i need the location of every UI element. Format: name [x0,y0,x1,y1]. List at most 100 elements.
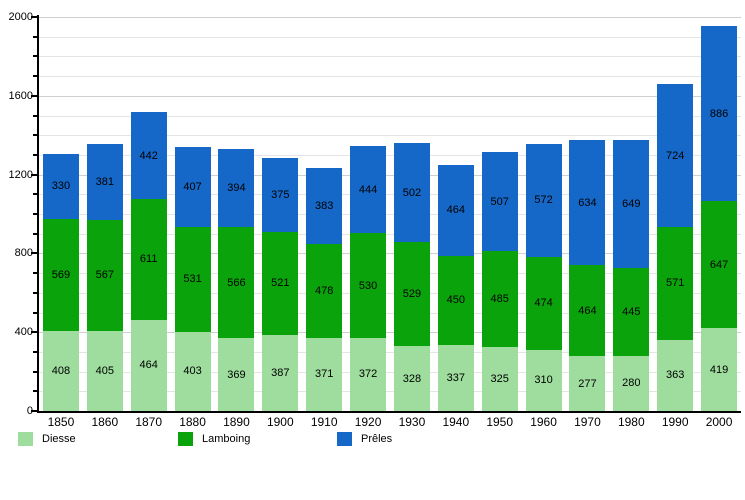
bar-segment-diesse: 325 [481,346,518,411]
bar-segment-prles: 442 [130,112,167,200]
gridline [39,233,741,235]
y-axis-tick [31,410,38,412]
segment-value-label: 310 [534,374,553,387]
x-axis-label: 1930 [398,415,426,429]
bar-segment-lamboing: 611 [130,199,167,320]
bar-segment-diesse: 363 [657,339,694,411]
x-axis-label: 1900 [266,415,294,429]
y-axis-tick [33,232,38,235]
segment-value-label: 405 [95,365,114,378]
bar-segment-diesse: 387 [262,334,299,411]
gridline [39,253,741,255]
y-axis-tick [31,252,38,255]
gridline [39,292,741,294]
y-axis-tick [33,193,38,196]
gridline [39,351,741,353]
segment-value-label: 572 [534,194,553,207]
bar-segment-diesse: 310 [525,349,562,411]
y-axis-label: 1200 [8,168,33,181]
bar-segment-prles: 724 [657,84,694,228]
bar-segment-diesse: 371 [306,337,343,411]
bar-segment-prles: 507 [481,151,518,252]
y-axis-label: 2000 [8,11,33,23]
bar-segment-lamboing: 647 [701,201,738,329]
segment-value-label: 403 [183,365,202,378]
y-axis-tick [33,213,38,215]
segment-value-label: 569 [51,268,71,281]
bar-segment-diesse: 372 [350,337,387,411]
segment-value-label: 442 [139,149,158,162]
bar-segment-lamboing: 567 [86,219,123,332]
bar-segment-lamboing: 464 [569,265,606,357]
bar-segment-diesse: 328 [393,346,430,411]
bar-segment-prles: 394 [218,149,255,227]
gridline [39,135,741,137]
segment-value-label: 383 [315,200,334,213]
bar-segment-prles: 464 [437,164,474,256]
bar-segment-lamboing: 445 [613,268,650,356]
y-axis-tick [33,370,38,373]
segment-value-label: 445 [622,306,641,319]
bar-segment-lamboing: 566 [218,226,255,339]
segment-value-label: 521 [271,277,290,290]
gridline [39,56,741,58]
segment-value-label: 464 [139,359,158,372]
x-axis-label: 1960 [530,415,557,429]
segment-value-label: 507 [490,195,509,208]
bar-segment-diesse: 408 [42,330,79,411]
y-axis-label: 400 [14,326,33,339]
x-axis-label: 1860 [91,415,119,429]
y-axis-label: 1600 [8,89,33,102]
segment-value-label: 566 [227,276,246,289]
y-axis-label: 0 [26,405,33,417]
segment-value-label: 371 [315,368,334,381]
segment-value-label: 530 [358,279,378,292]
x-axis-label: 1870 [135,415,163,429]
bar-segment-prles: 649 [613,140,650,269]
gridline [39,95,741,97]
bar-segment-prles: 407 [174,146,211,228]
segment-value-label: 328 [402,372,422,385]
gridline [39,371,741,373]
bar-segment-lamboing: 571 [657,227,694,340]
bar-segment-lamboing: 530 [350,233,387,338]
y-axis-line [37,15,39,411]
segment-value-label: 330 [51,180,71,193]
bar-segment-diesse: 277 [569,356,606,411]
y-axis-tick [33,311,38,314]
segment-value-label: 474 [534,297,553,310]
x-axis-label: 1980 [617,415,645,429]
x-axis-label: 1890 [223,415,250,429]
segment-value-label: 419 [709,363,729,376]
bar-segment-prles: 375 [262,158,299,233]
y-axis-tick [33,390,38,393]
bar-segment-lamboing: 478 [306,243,343,338]
segment-value-label: 611 [139,253,158,266]
legend-swatch-diesse [18,432,33,446]
bar-segment-diesse: 369 [218,338,255,411]
segment-value-label: 571 [666,277,685,290]
y-axis-tick [33,134,38,137]
gridline [39,36,741,38]
legend: Diesse Lamboing Prêles [0,432,745,452]
legend-item-diesse: Diesse [18,432,76,446]
plot-area: 408 569 330 405 567 381 464 611 442 403 531 407 369 5… [39,17,741,411]
gridline [39,391,741,393]
segment-value-label: 277 [578,377,597,390]
legend-label-diesse: Diesse [42,433,76,445]
legend-label-lamboing: Lamboing [202,433,251,445]
bar-segment-diesse: 464 [130,319,167,411]
y-axis-tick [33,272,38,275]
segment-value-label: 408 [51,364,71,377]
segment-value-label: 369 [227,368,246,381]
x-axis-label: 1970 [574,415,601,429]
segment-value-label: 325 [490,372,509,385]
x-axis-label: 1990 [661,415,689,429]
y-axis-tick [33,114,38,117]
bar-segment-lamboing: 531 [174,227,211,332]
gridline [39,312,741,314]
y-axis-tick [33,350,38,353]
gridline [39,154,741,156]
bar-segment-lamboing: 474 [525,256,562,350]
